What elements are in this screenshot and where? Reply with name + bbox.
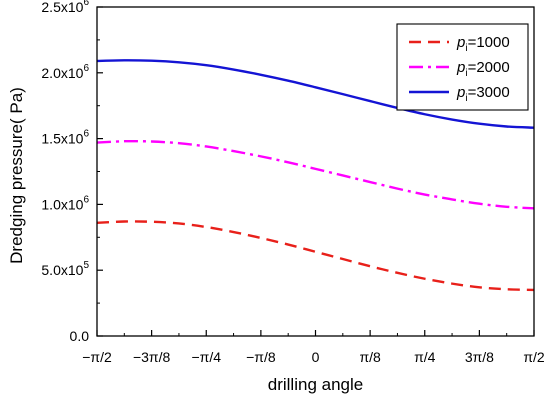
legend-label-3: pi=3000: [456, 84, 510, 104]
y-tick-label: 2.0x106: [41, 63, 89, 81]
series-line-2: [96, 139, 535, 210]
x-tick-label: −3π/8: [133, 349, 171, 365]
legend-label-2: pi=2000: [456, 59, 510, 79]
x-tick-label: −π/8: [246, 349, 276, 365]
y-tick-label: 2.5x106: [41, 0, 89, 15]
x-axis-title: drilling angle: [268, 375, 363, 394]
x-tick-label: 3π/8: [465, 349, 494, 365]
x-tick-label: π/8: [359, 349, 381, 365]
y-tick-label: 1.5x106: [41, 129, 89, 147]
y-tick-label: 0.0: [70, 328, 90, 344]
x-tick-label: −π/2: [82, 349, 112, 365]
y-axis-title: Dredging pressure( Pa): [7, 87, 26, 264]
axis-ticks-group: [96, 6, 535, 337]
y-tick-label: 1.0x106: [41, 194, 89, 212]
plot-series-group: [96, 59, 535, 292]
legend-label-1: pi=1000: [456, 34, 510, 54]
legend: pi=1000 pi=2000 pi=3000: [396, 23, 529, 111]
x-tick-label: −π/4: [191, 349, 221, 365]
series-line-1: [96, 220, 535, 292]
x-tick-label: π/4: [414, 349, 436, 365]
x-tick-label: 0: [312, 349, 320, 365]
series-line-3: [96, 59, 535, 129]
x-tick-label: π/2: [523, 349, 545, 365]
y-tick-label: 5.0x105: [41, 260, 89, 278]
tick-labels-group: −π/2 −3π/8 −π/4 −π/8 0 π/8 π/4 3π/8 π/2 0.0 5.0x10…: [41, 0, 544, 365]
